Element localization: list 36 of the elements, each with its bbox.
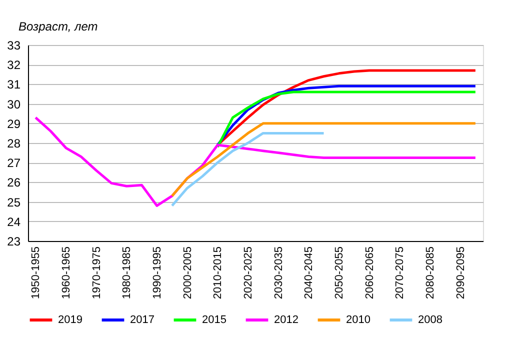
x-tick-label: 1990-1995: [151, 246, 164, 300]
line-series: [34, 116, 477, 207]
y-tick-label: 31: [7, 78, 21, 92]
x-tick-label: 1970-1975: [90, 246, 103, 300]
legend-label: 2008: [418, 314, 442, 326]
legend-label: 2012: [274, 314, 298, 326]
x-tick-label: 1980-1985: [121, 246, 134, 300]
y-tick-label: 27: [7, 156, 21, 170]
y-tick-label: 29: [7, 116, 21, 131]
y-tick-label: 32: [7, 58, 21, 72]
x-tick-label: 2080-2085: [424, 246, 436, 300]
x-tick-label: 2030-2035: [272, 246, 285, 300]
y-tick-label: 30: [7, 97, 21, 112]
y-tick-label: 25: [7, 195, 21, 210]
x-tick-label: 1950-1955: [30, 246, 42, 300]
y-tick-label: 33: [7, 38, 21, 52]
x-tick-label: 2090-2095: [454, 246, 467, 300]
x-tick-label: 2010-2015: [212, 246, 224, 300]
y-tick-label: 28: [7, 136, 21, 150]
x-tick-label: 2050-2055: [333, 246, 346, 300]
x-tick-label: 2060-2065: [364, 246, 376, 300]
x-tick-label: 2020-2025: [242, 246, 254, 300]
y-tick-label: 26: [7, 176, 21, 190]
legend-label: 2019: [58, 314, 82, 326]
x-tick-label: 2040-2045: [303, 246, 316, 300]
y-tick-label: 24: [7, 214, 21, 229]
x-tick-label: 2000-2005: [182, 246, 194, 300]
legend-label: 2015: [202, 314, 226, 326]
y-axis-title: Возраст, лет: [18, 20, 98, 34]
x-tick-label: 1960-1965: [60, 246, 72, 300]
line-series: [170, 132, 325, 207]
y-tick-label: 23: [7, 234, 21, 248]
legend-label: 2010: [346, 314, 370, 326]
line-series: [170, 122, 477, 198]
x-tick-label: 2070-2075: [394, 246, 406, 300]
legend-label: 2017: [130, 314, 154, 326]
